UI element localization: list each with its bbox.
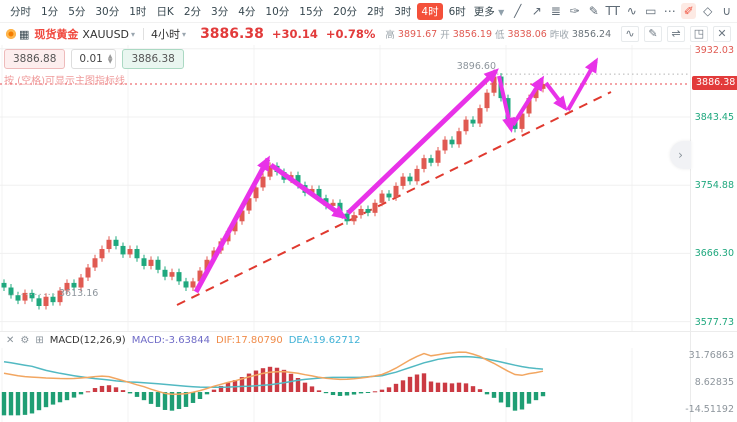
price-tick-3843.45: 3843.45	[694, 112, 734, 123]
compare-icon[interactable]: ⇌	[667, 26, 685, 42]
pencil-tool-icon[interactable]: ✎	[588, 4, 599, 18]
high-label: 高	[385, 30, 395, 41]
dif-value: DIF:17.80790	[216, 334, 283, 346]
macd-tick-8.62835: 8.62835	[694, 376, 734, 388]
timeframe-分时[interactable]: 分时	[10, 5, 31, 18]
wave-tool-icon[interactable]: ∿	[626, 4, 637, 18]
order-panel: 3886.88 0.01 ▲ ▼ 3886.38	[4, 49, 184, 69]
timeframe-3分[interactable]: 3分	[211, 5, 229, 18]
timeframe-4分[interactable]: 4分	[238, 5, 256, 18]
more-tools-icon[interactable]: ⋯	[663, 4, 676, 18]
marker-tool-icon[interactable]: ✐	[681, 3, 697, 19]
timeframe-10分[interactable]: 10分	[265, 5, 290, 18]
price-change-pct: +0.78%	[325, 27, 376, 41]
kline-logo-icon: ▦	[19, 27, 30, 41]
timeframe-5分[interactable]: 5分	[68, 5, 86, 18]
close-chart-icon[interactable]: ✕	[713, 26, 731, 42]
more-label: 更多	[473, 5, 495, 18]
timeframe-3时[interactable]: 3时	[394, 5, 412, 18]
timeframe-30分[interactable]: 30分	[95, 5, 120, 18]
step-up-icon[interactable]: ▲	[107, 53, 113, 60]
sidebar-collapse-tab[interactable]: ›	[670, 141, 691, 169]
chevron-down-icon: ▼	[498, 7, 505, 17]
chevron-right-icon: ›	[678, 148, 683, 162]
step-value: 0.01	[79, 53, 103, 65]
prev-close-label: 昨收	[549, 30, 569, 41]
eraser-tool-icon[interactable]: ◇	[703, 4, 713, 18]
rectangle-tool-icon[interactable]: ▭	[645, 4, 657, 18]
chart-canvas[interactable]	[0, 45, 737, 422]
timeframe-4时[interactable]: 4时	[417, 2, 443, 20]
prev-close-value: 3856.24	[571, 28, 612, 40]
macd-header: ✕ ⚙ ⊞ MACD(12,26,9) MACD:-3.63844 DIF:17.8…	[0, 331, 737, 348]
fullscreen-icon[interactable]: ◳	[690, 26, 708, 42]
timeframe-6时[interactable]: 6时	[448, 5, 466, 18]
price-tick-3754.88: 3754.88	[694, 180, 734, 192]
price-tick-3577.73: 3577.73	[694, 316, 734, 328]
current-price-badge: 3886.38	[692, 75, 737, 90]
macd-close-icon[interactable]: ✕	[6, 334, 15, 346]
chart-style-icon[interactable]: ∿	[621, 26, 639, 42]
open-label: 开	[440, 30, 450, 41]
divider	[143, 28, 145, 40]
price-axis: 3886.38 › 3932.03 3843.45 3754.88 3666.30 35…	[670, 45, 737, 422]
drawing-toolbar: ╱↗≣✑✎TT∿▭⋯✐◇∪⊓◎⊟	[510, 3, 737, 19]
dea-value: DEA:19.62712	[288, 334, 361, 346]
low-marker-label: 3613.16	[59, 288, 99, 299]
text-tool-icon[interactable]: TT	[605, 4, 620, 18]
macd-title: MACD(12,26,9)	[49, 334, 126, 346]
macd-expand-icon[interactable]: ⊞	[35, 334, 44, 346]
chevron-down-icon: ▾	[131, 29, 136, 39]
timeframe-2时[interactable]: 2时	[367, 5, 385, 18]
macd-tick--14.51192: -14.51192	[685, 403, 734, 415]
fib-retracement-tool-icon[interactable]: ≣	[550, 4, 561, 18]
high-marker-label: 3896.60	[456, 61, 496, 72]
quantity-stepper[interactable]: 0.01 ▲ ▼	[71, 49, 117, 69]
brush-tool-icon[interactable]: ✑	[569, 4, 580, 18]
timeframe-1分[interactable]: 1分	[41, 5, 59, 18]
timeframe-list: 分时 1分 5分 30分 1时 日K 2分 3分 4分 10分 15分 20分 2时 3时 4时 6时	[6, 2, 472, 20]
symbol-row: ▦ 现货黄金 XAUUSD ▾ 4小时 ▾ 3886.38 +30.14 +0.…	[0, 23, 737, 45]
low-value: 3838.06	[507, 28, 547, 40]
chart-controls: ∿ ✎ ⇌ ◳ ✕	[621, 26, 731, 42]
arrow-line-tool-icon[interactable]: ↗	[531, 4, 542, 18]
open-value: 3856.19	[452, 28, 493, 40]
timeframe-2分[interactable]: 2分	[183, 5, 202, 18]
trendline-tool-icon[interactable]: ╱	[514, 4, 522, 18]
price-tick-3666.30: 3666.30	[694, 248, 734, 260]
market-name: 现货黄金	[34, 28, 79, 41]
symbol-selector[interactable]: XAUUSD	[82, 27, 130, 41]
hotkey-hint: 按 (空格)可显示主图指标线	[4, 76, 125, 87]
magnet-tool-icon[interactable]: ∪	[722, 4, 732, 18]
high-value: 3891.67	[397, 28, 438, 40]
edit-icon[interactable]: ✎	[644, 26, 662, 42]
interval-selector[interactable]: 4小时	[151, 28, 181, 41]
step-down-icon[interactable]: ▼	[107, 58, 113, 65]
ohlc-summary: 高 3891.67 开 3856.19 低 3838.06 昨收 3856.24	[385, 27, 612, 42]
price-change: +30.14	[271, 27, 318, 41]
timeframe-日K[interactable]: 日K	[156, 5, 174, 18]
timeframe-1时[interactable]: 1时	[129, 5, 147, 18]
macd-icons: ✕ ⚙ ⊞	[6, 335, 44, 346]
more-timeframes-button[interactable]: 更多 ▼	[474, 4, 511, 19]
macd-value: MACD:-3.63844	[131, 334, 211, 346]
price-tick-3932.03: 3932.03	[694, 45, 734, 56]
macd-settings-icon[interactable]: ⚙	[20, 334, 30, 346]
chart-area: 3886.88 0.01 ▲ ▼ 3886.38 按 (空格)可显示主图指标线 3…	[0, 45, 737, 422]
stepper-arrows[interactable]: ▲ ▼	[107, 53, 113, 65]
top-toolbar: 分时 1分 5分 30分 1时 日K 2分 3分 4分 10分 15分 20分 2时 3时 4时 6时 更多 …	[0, 0, 737, 23]
chevron-down-icon: ▾	[182, 29, 187, 39]
low-label: 低	[495, 30, 505, 41]
macd-tick-31.76863: 31.76863	[688, 349, 734, 361]
buy-price-button[interactable]: 3886.38	[122, 49, 184, 69]
app-logo-icon	[6, 29, 16, 39]
last-price: 3886.38	[200, 26, 264, 42]
timeframe-15分[interactable]: 15分	[299, 5, 324, 18]
timeframe-20分[interactable]: 20分	[333, 5, 358, 18]
sell-price-button[interactable]: 3886.88	[4, 49, 66, 69]
